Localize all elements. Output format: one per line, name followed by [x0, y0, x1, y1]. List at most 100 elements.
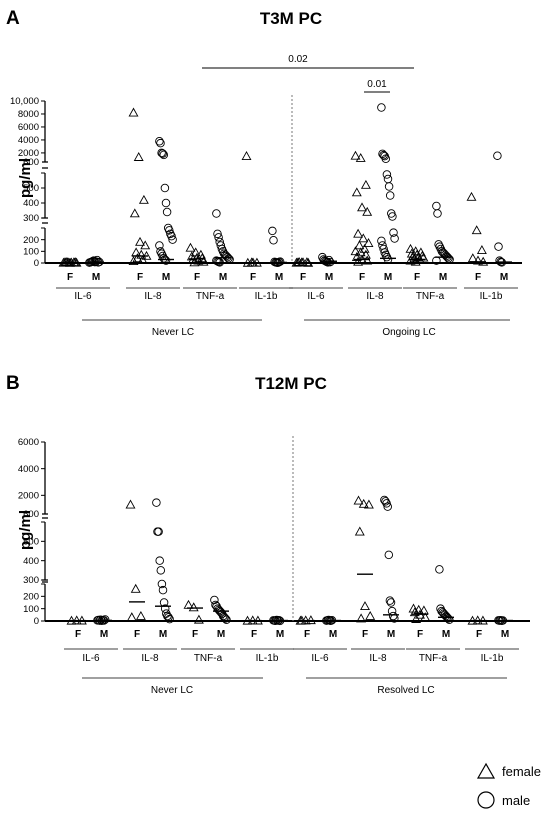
y-axis-label-b: pg/ml	[17, 510, 34, 550]
sex-label-male: M	[276, 629, 284, 640]
sex-label-male: M	[162, 272, 170, 283]
cytokine-label: IL-8	[141, 653, 159, 664]
cytokine-label: IL-6	[82, 653, 100, 664]
data-point-male	[156, 566, 166, 575]
data-point-male	[155, 136, 164, 146]
sex-label-male: M	[92, 272, 100, 283]
y-tick-label: 0	[34, 616, 39, 627]
sex-label-female: F	[359, 272, 365, 283]
data-point-female	[363, 499, 374, 509]
data-point-male	[388, 212, 397, 221]
data-point-female	[188, 602, 199, 612]
data-point-female	[409, 607, 420, 617]
y-tick-label: 200	[23, 235, 39, 246]
sex-label-female: F	[194, 272, 200, 283]
cytokine-label: TNF-a	[194, 653, 223, 664]
data-point-male	[387, 606, 397, 616]
sex-label-female: F	[67, 272, 73, 283]
data-point-male	[433, 209, 442, 218]
data-point-female	[350, 150, 361, 160]
data-point-male	[269, 235, 278, 245]
data-point-female	[418, 252, 429, 262]
cytokine-label: IL-1b	[480, 291, 503, 302]
data-point-female	[408, 603, 419, 613]
data-point-female	[130, 583, 141, 593]
y-tick-label: 400	[23, 198, 39, 209]
group-label: Never LC	[151, 685, 193, 696]
cytokine-label: IL-8	[366, 291, 384, 302]
data-point-male	[324, 255, 334, 265]
data-point-female	[198, 256, 209, 266]
data-point-female	[140, 240, 151, 250]
data-point-female	[476, 245, 487, 254]
legend-female-icon	[476, 762, 496, 779]
sex-label-female: F	[250, 272, 256, 283]
data-point-male	[159, 254, 169, 263]
sex-label-female: F	[192, 629, 198, 640]
y-tick-label: 4000	[18, 135, 39, 146]
y-tick-label: 8000	[18, 109, 39, 120]
data-point-male	[432, 201, 441, 211]
data-point-male	[155, 556, 164, 565]
y-tick-label: 600	[23, 157, 39, 168]
data-point-male	[386, 598, 396, 607]
data-point-male	[163, 611, 172, 621]
sex-label-female: F	[137, 272, 143, 283]
data-point-female	[360, 179, 371, 189]
data-point-female	[466, 191, 477, 201]
p-value-label: 0.02	[288, 54, 308, 65]
cytokine-label: IL-6	[311, 653, 329, 664]
y-tick-label: 10,000	[10, 96, 39, 107]
data-point-male	[445, 615, 454, 625]
data-point-male	[160, 183, 170, 193]
data-point-male	[377, 103, 386, 112]
cytokine-label: IL-1b	[255, 291, 278, 302]
data-point-female	[305, 615, 316, 625]
sex-label-male: M	[159, 629, 167, 640]
data-point-male	[165, 614, 174, 624]
data-point-male	[100, 615, 110, 624]
group-label: Ongoing LC	[382, 327, 435, 338]
legend-male-label: male	[502, 793, 530, 808]
data-point-male	[383, 174, 393, 184]
legend-female-label: female	[502, 764, 541, 779]
sex-label-female: F	[362, 629, 368, 640]
data-point-male	[384, 550, 394, 560]
chart-title-a: T3M PC	[260, 9, 322, 28]
data-point-female	[137, 254, 148, 264]
data-point-female	[354, 526, 365, 536]
cytokine-label: IL-6	[307, 291, 325, 302]
panel-label-a: A	[6, 8, 20, 29]
data-point-female	[471, 225, 482, 235]
data-point-male	[385, 596, 395, 605]
y-tick-label: 2000	[18, 491, 39, 502]
data-point-female	[358, 233, 369, 243]
data-point-male	[443, 614, 453, 623]
sex-label-female: F	[300, 272, 306, 283]
cytokine-label: TNF-a	[196, 291, 225, 302]
data-point-male	[381, 497, 390, 506]
data-point-male	[220, 613, 229, 622]
data-point-male	[214, 233, 223, 242]
data-point-male	[444, 254, 453, 263]
data-point-female	[410, 246, 421, 256]
data-point-female	[193, 255, 204, 265]
data-point-male	[390, 234, 399, 243]
data-point-female	[356, 613, 367, 623]
data-point-male	[221, 614, 230, 623]
y-tick-label: 0	[34, 258, 39, 269]
sex-label-male: M	[500, 272, 508, 283]
sex-label-male: M	[100, 629, 108, 640]
sex-label-male: M	[387, 629, 395, 640]
data-point-female	[362, 206, 373, 216]
sex-label-female: F	[134, 629, 140, 640]
data-point-male	[162, 207, 172, 217]
y-tick-label: 100	[23, 604, 39, 615]
data-point-male	[325, 257, 335, 267]
sex-label-female: F	[75, 629, 81, 640]
y-tick-label: 300	[23, 575, 39, 586]
data-point-female	[135, 610, 146, 620]
sex-label-male: M	[501, 629, 509, 640]
